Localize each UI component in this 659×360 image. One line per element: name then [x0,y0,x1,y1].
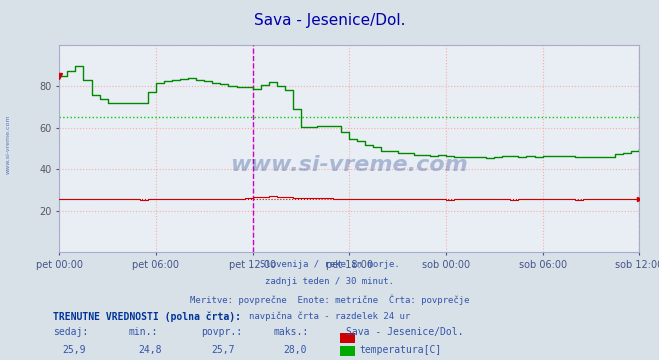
Text: www.si-vreme.com: www.si-vreme.com [5,114,11,174]
Text: Sava - Jesenice/Dol.: Sava - Jesenice/Dol. [254,13,405,28]
Text: povpr.:: povpr.: [201,327,242,337]
Text: 25,7: 25,7 [211,345,235,355]
Text: 24,8: 24,8 [138,345,162,355]
Text: min.:: min.: [129,327,158,337]
Text: zadnji teden / 30 minut.: zadnji teden / 30 minut. [265,277,394,286]
Text: www.si-vreme.com: www.si-vreme.com [231,155,468,175]
Text: TRENUTNE VREDNOSTI (polna črta):: TRENUTNE VREDNOSTI (polna črta): [53,311,241,322]
Text: Sava - Jesenice/Dol.: Sava - Jesenice/Dol. [346,327,463,337]
Text: navpična črta - razdelek 24 ur: navpična črta - razdelek 24 ur [249,312,410,321]
Text: temperatura[C]: temperatura[C] [359,345,442,355]
Text: sedaj:: sedaj: [53,327,88,337]
Text: 28,0: 28,0 [283,345,307,355]
Text: 25,9: 25,9 [63,345,86,355]
Text: Meritve: povprečne  Enote: metrične  Črta: povprečje: Meritve: povprečne Enote: metrične Črta:… [190,294,469,305]
Text: maks.:: maks.: [273,327,308,337]
Text: Slovenija / reke in morje.: Slovenija / reke in morje. [260,260,399,269]
